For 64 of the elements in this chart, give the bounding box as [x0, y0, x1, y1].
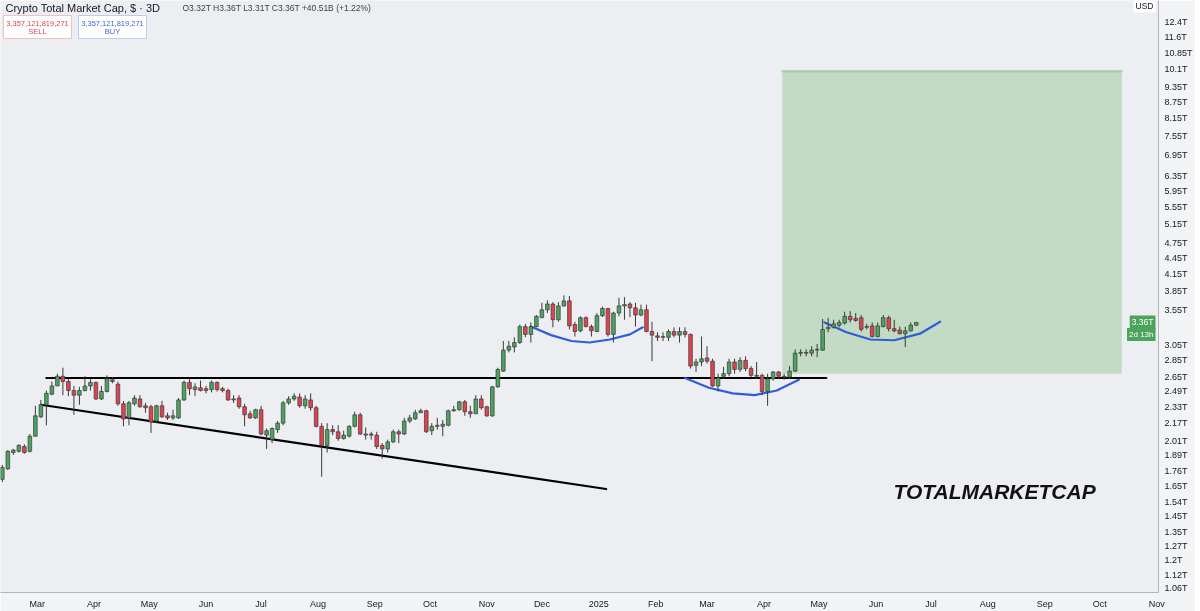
y-tick-label: 1.12T — [1164, 570, 1189, 581]
y-tick-label: 8.75T — [1164, 97, 1189, 108]
y-tick-label: 7.55T — [1164, 131, 1189, 142]
x-tick-label: Dec — [533, 598, 551, 609]
x-tick-label: Nov — [1148, 598, 1166, 609]
y-tick-label: 2.33T — [1164, 401, 1189, 412]
y-tick-label: 1.35T — [1164, 527, 1189, 538]
x-tick-label: Oct — [422, 598, 438, 609]
y-tick-label: 9.35T — [1164, 81, 1189, 92]
y-tick-label: 5.55T — [1164, 201, 1189, 212]
y-tick-label: 1.27T — [1164, 541, 1189, 552]
x-tick-label: Sep — [366, 598, 383, 609]
chart-subtitle: O3.32T H3.36T L3.31T C3.36T +40.51B (+1.22%) — [182, 2, 372, 13]
y-tick-label: 5.95T — [1164, 185, 1189, 196]
y-tick-label: 10.85T — [1164, 47, 1194, 58]
x-tick-label: Jun — [868, 598, 884, 609]
y-tick-label: 1.89T — [1164, 449, 1189, 460]
y-tick-label: 1.65T — [1164, 481, 1189, 492]
x-tick-label: Aug — [309, 598, 326, 609]
y-tick-label: 4.45T — [1164, 252, 1189, 263]
chart-title: Crypto Total Market Cap, $ · 3D — [5, 1, 161, 14]
y-tick-label: 3.55T — [1164, 304, 1189, 315]
y-tick-label: 2.85T — [1164, 355, 1189, 366]
y-tick-label: 1.45T — [1164, 510, 1189, 521]
y-tick-label: 2.17T — [1164, 418, 1189, 429]
y-tick-label: 12.4T — [1164, 16, 1189, 27]
y-tick-label: 6.35T — [1164, 170, 1189, 181]
x-tick-label: Mar — [699, 598, 715, 609]
x-tick-label: Jul — [255, 598, 267, 609]
y-tick-label: 1.2T — [1164, 554, 1184, 565]
y-axis-title: USD — [1135, 0, 1154, 11]
x-tick-label: Sep — [1036, 598, 1053, 609]
annotation: TOTALMARKETCAP — [893, 479, 1097, 503]
y-tick-label: 2.49T — [1164, 386, 1189, 397]
y-tick-label: 8.15T — [1164, 113, 1189, 124]
line-series — [823, 320, 942, 342]
x-tick-label: Jul — [925, 598, 937, 609]
x-tick-label: May — [140, 598, 159, 609]
y-tick-label: 2.01T — [1164, 435, 1189, 446]
x-tick-label: Feb — [647, 598, 664, 609]
y-tick-label: 10.1T — [1164, 64, 1189, 75]
y-tick-label: 1.76T — [1164, 466, 1189, 477]
y-tick-label: 1.06T — [1164, 583, 1189, 594]
y-tick-label: 3.05T — [1164, 339, 1189, 350]
x-tick-label: Mar — [29, 598, 45, 609]
x-tick-label: 2025 — [588, 598, 609, 609]
x-tick-label: Apr — [87, 598, 102, 609]
annotation: 3.36T — [1131, 317, 1154, 328]
line-series — [683, 376, 800, 397]
y-tick-label: 1.54T — [1164, 497, 1189, 508]
y-tick-label: 4.75T — [1164, 237, 1189, 248]
annotation: 2d 13h — [1129, 329, 1154, 339]
x-tick-label: Nov — [478, 598, 496, 609]
x-tick-label: Jun — [198, 598, 214, 609]
y-tick-label: 11.6T — [1164, 32, 1188, 43]
y-tick-label: 6.95T — [1164, 150, 1189, 161]
y-tick-label: 2.65T — [1164, 372, 1189, 383]
x-tick-label: Aug — [979, 598, 996, 609]
y-tick-label: 4.15T — [1164, 268, 1189, 279]
x-tick-label: Apr — [756, 598, 771, 609]
x-tick-label: May — [810, 598, 828, 609]
y-tick-label: 3.85T — [1164, 286, 1189, 297]
y-tick-label: 5.15T — [1164, 219, 1189, 230]
x-tick-label: Oct — [1092, 598, 1108, 609]
